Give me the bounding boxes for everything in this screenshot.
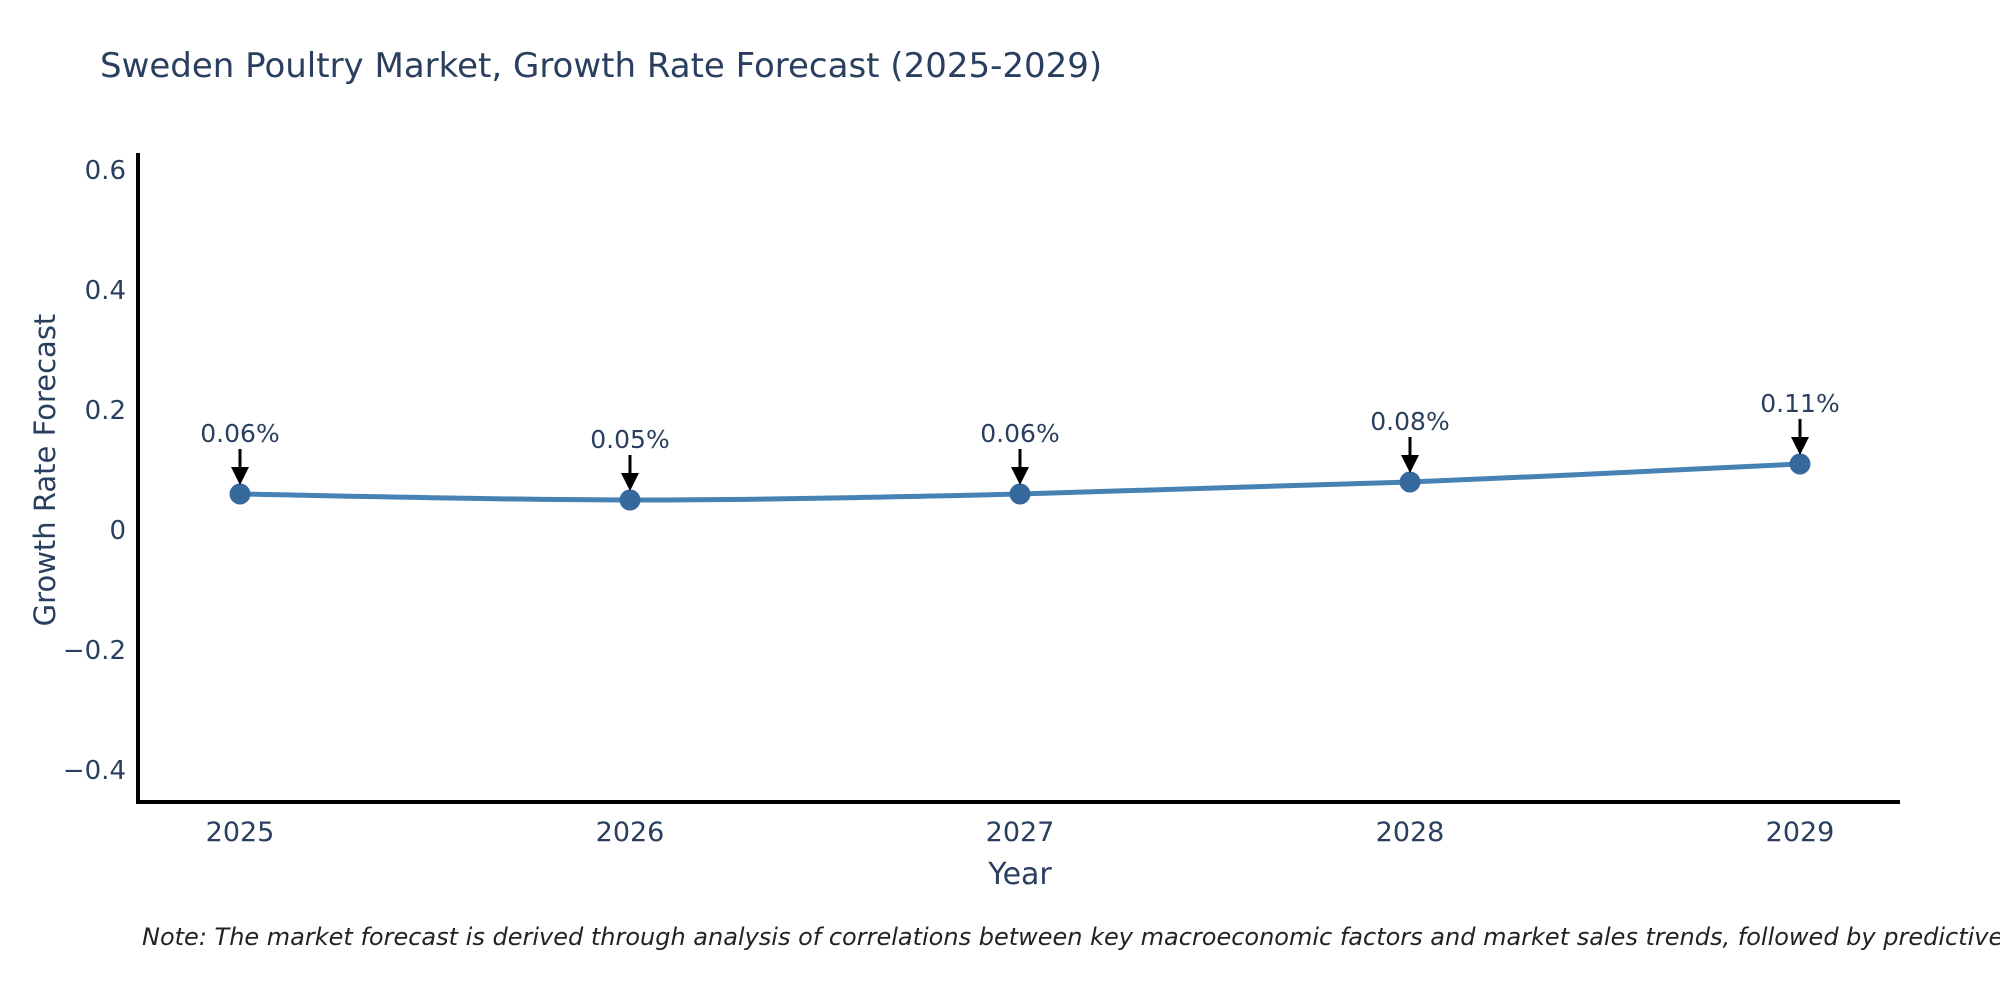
- annotation-arrowhead-icon: [231, 467, 249, 485]
- x-tick-label: 2029: [1766, 817, 1835, 848]
- annotation-arrowhead-icon: [621, 473, 639, 491]
- x-axis-title: Year: [987, 857, 1052, 892]
- x-tick-label: 2028: [1376, 817, 1445, 848]
- point-annotation-label: 0.06%: [200, 419, 279, 448]
- y-tick-label: 0.4: [85, 276, 126, 306]
- annotation-arrowhead-icon: [1401, 455, 1419, 473]
- x-tick-label: 2026: [596, 817, 665, 848]
- data-point-marker: [1009, 483, 1031, 505]
- chart-title: Sweden Poultry Market, Growth Rate Forec…: [100, 46, 1102, 86]
- x-tick-label: 2027: [986, 817, 1055, 848]
- y-tick-label: 0.2: [85, 396, 126, 426]
- series-growth-rate: [229, 453, 1811, 511]
- point-annotation-label: 0.06%: [980, 419, 1059, 448]
- y-tick-label: 0: [109, 516, 126, 546]
- y-axis-title: Growth Rate Forecast: [28, 314, 62, 627]
- y-tick-label: −0.2: [63, 636, 126, 666]
- point-annotation-label: 0.05%: [590, 425, 669, 454]
- point-annotation-label: 0.08%: [1370, 407, 1449, 436]
- data-point-marker: [619, 489, 641, 511]
- footnote-container: Note: The market forecast is derived thr…: [142, 921, 2000, 963]
- data-point-marker: [1399, 471, 1421, 493]
- x-tick-label: 2025: [206, 817, 275, 848]
- point-annotations: 0.06% 0.05% 0.06% 0.08% 0.11%: [200, 389, 1840, 491]
- data-point-marker: [229, 483, 251, 505]
- y-tick-label: 0.6: [85, 156, 126, 186]
- data-point-marker: [1789, 453, 1811, 475]
- annotation-arrowhead-icon: [1791, 437, 1809, 455]
- axes: 0.6 0.4 0.2 0 −0.2 −0.4 2025 2026 2027 2028 2029: [63, 153, 1900, 848]
- y-tick-label: −0.4: [63, 756, 126, 786]
- point-annotation-label: 0.11%: [1760, 389, 1839, 418]
- annotation-arrowhead-icon: [1011, 467, 1029, 485]
- footnote-text: Note: The market forecast is derived thr…: [142, 923, 2000, 951]
